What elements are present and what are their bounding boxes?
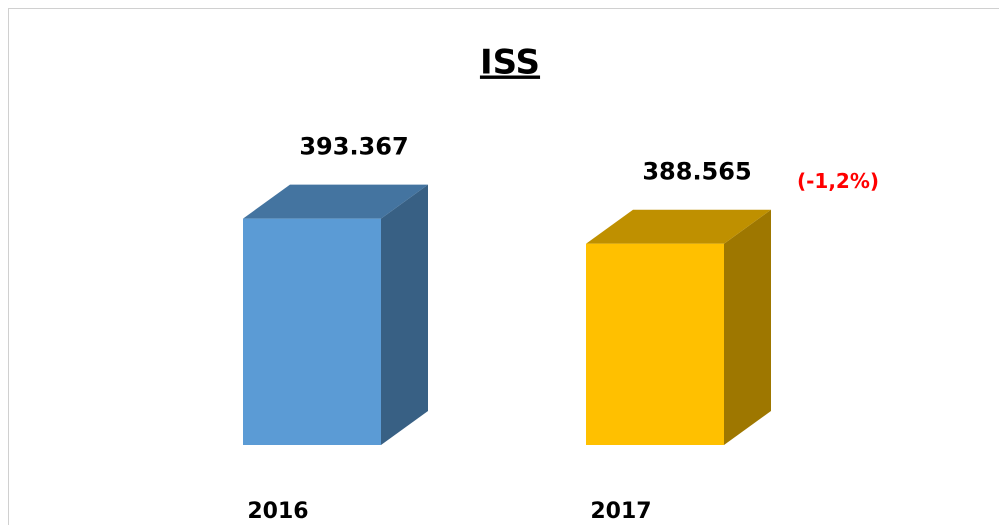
bar-side xyxy=(724,210,771,445)
x-tick-label: 2016 xyxy=(247,499,308,524)
bar xyxy=(586,244,724,445)
bar-side xyxy=(381,185,428,445)
chart-frame xyxy=(9,9,999,526)
data-label: 388.565 xyxy=(642,158,751,186)
x-tick-label: 2017 xyxy=(590,499,651,524)
chart-title: ISS xyxy=(480,43,540,83)
annotation: (-1,2%) xyxy=(797,169,879,193)
bar xyxy=(243,219,381,445)
data-label: 393.367 xyxy=(299,133,408,161)
